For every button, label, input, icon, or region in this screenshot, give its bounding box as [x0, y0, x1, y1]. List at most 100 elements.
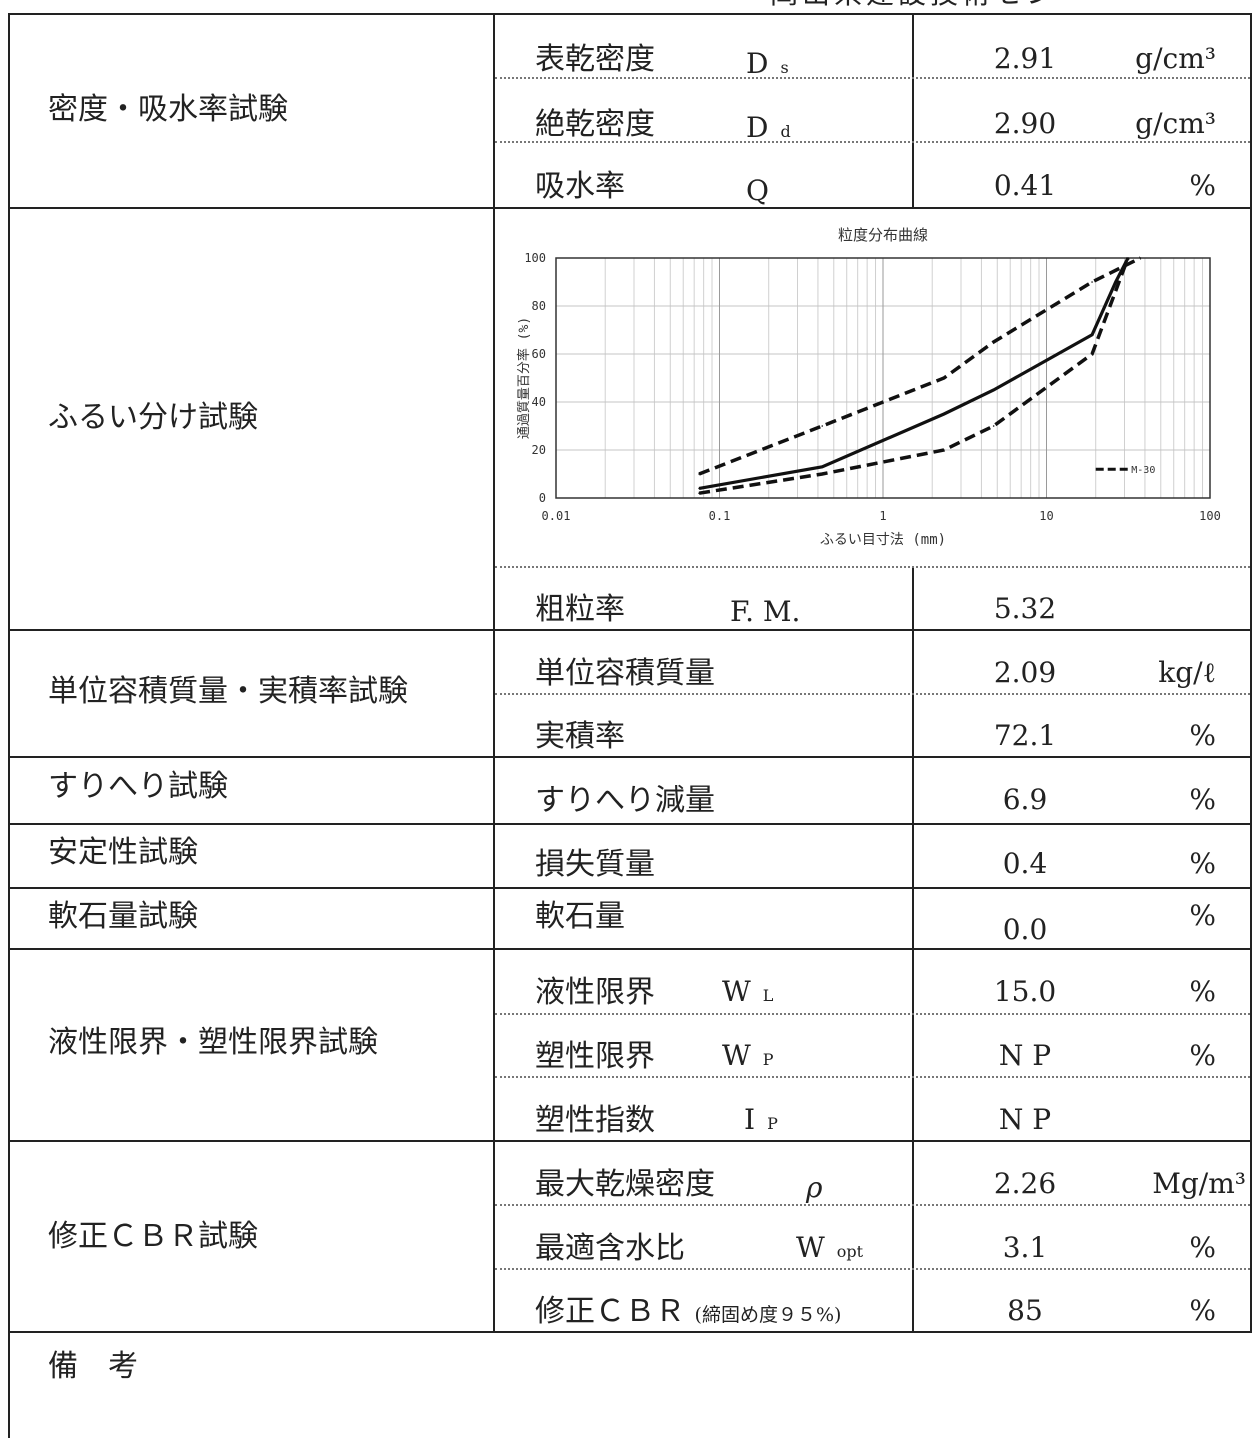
- item-name: 塑性限界: [535, 1039, 655, 1074]
- item-unit: %: [1189, 783, 1216, 816]
- limits-test-label: 液性限界・塑性限界試験: [48, 1025, 378, 1060]
- item-value: 0.0: [1002, 913, 1048, 946]
- series-point: [1091, 281, 1093, 283]
- item-name: 損失質量: [535, 847, 655, 882]
- item-unit: %: [1189, 975, 1216, 1008]
- item-unit: g/cm³: [1135, 42, 1216, 75]
- item-unit: %: [1189, 169, 1216, 202]
- cbr-test-label: 修正ＣＢＲ試験: [48, 1219, 258, 1254]
- item-value: 0.4: [1002, 847, 1048, 880]
- remarks-label: 備 考: [48, 1349, 138, 1384]
- item-name: 表乾密度: [535, 42, 655, 77]
- item-unit: g/cm³: [1135, 107, 1216, 140]
- item-name: 修正ＣＢＲ (締固め度９５%): [535, 1294, 842, 1329]
- series-point: [943, 449, 945, 451]
- y-tick-label: 60: [532, 347, 546, 361]
- series-point: [992, 425, 995, 427]
- item-unit: %: [1189, 719, 1216, 752]
- series-point: [1114, 281, 1117, 283]
- item-value: N P: [998, 1103, 1052, 1136]
- series-line-limit-2: [698, 257, 1130, 495]
- sieve-test-label: ふるい分け試験: [48, 400, 258, 435]
- x-tick-label: 0.01: [542, 509, 571, 523]
- series-point: [821, 473, 824, 475]
- item-unit: %: [1189, 1039, 1216, 1072]
- y-tick-label: 100: [524, 251, 546, 265]
- item-unit: %: [1189, 899, 1216, 932]
- series-point: [1139, 257, 1142, 259]
- series-point: [698, 473, 700, 475]
- item-name: 単位容積質量: [535, 656, 715, 691]
- legend-label: M-30: [1131, 465, 1155, 476]
- item-value: 0.41: [993, 169, 1057, 202]
- y-tick-label: 80: [532, 299, 546, 313]
- item-name: 実積率: [535, 719, 625, 754]
- item-value: N P: [998, 1039, 1052, 1072]
- item-symbol: F. M.: [730, 595, 801, 628]
- abrasion-test-label: すりへり試験: [48, 769, 228, 804]
- item-note: (締固め度９５%): [694, 1304, 842, 1326]
- item-unit: kg/ℓ: [1158, 656, 1216, 689]
- item-value: 3.1: [1002, 1231, 1048, 1264]
- item-name: 最適含水比: [535, 1231, 685, 1266]
- item-unit: %: [1189, 847, 1216, 880]
- series-point: [1091, 353, 1093, 355]
- x-tick-label: 1: [879, 509, 886, 523]
- item-value: 72.1: [993, 719, 1057, 752]
- series-point: [1091, 334, 1093, 336]
- header-text: 岡山県建設技術セン: [770, 0, 1058, 8]
- item-unit: %: [1189, 1294, 1216, 1327]
- item-name: 液性限界: [535, 975, 655, 1010]
- plot-frame: [555, 257, 1211, 499]
- item-value: 2.90: [993, 107, 1057, 140]
- item-name: 粗粒率: [535, 592, 625, 627]
- unit-weight-test-label: 単位容積質量・実積率試験: [48, 674, 408, 709]
- series-point: [943, 377, 945, 379]
- item-symbol: Q: [746, 174, 769, 207]
- item-name: すりへり減量: [535, 783, 715, 818]
- x-tick-label: 0.1: [709, 509, 731, 523]
- series-point: [821, 425, 824, 427]
- item-name: 絶乾密度: [535, 107, 655, 142]
- item-value: 15.0: [993, 975, 1057, 1008]
- y-tick-label: 0: [539, 491, 546, 505]
- series-point: [821, 466, 824, 468]
- soft-stone-test-label: 軟石量試験: [48, 899, 198, 934]
- item-value: 2.91: [993, 42, 1057, 75]
- item-value: 5.32: [993, 592, 1057, 625]
- item-name: 最大乾燥密度: [535, 1167, 715, 1202]
- series-point: [1127, 257, 1129, 259]
- series-point: [698, 487, 700, 490]
- item-value: 6.9: [1002, 783, 1048, 816]
- series-point: [992, 389, 995, 391]
- series-point: [992, 341, 995, 343]
- y-axis-label: 通過質量百分率 (%): [516, 317, 532, 439]
- item-value: 2.26: [993, 1167, 1057, 1200]
- item-name: 吸水率: [535, 169, 625, 204]
- x-axis-label: ふるい目寸法 (mm): [820, 532, 946, 548]
- x-tick-label: 100: [1199, 509, 1221, 523]
- item-value: 85: [1007, 1294, 1043, 1327]
- series-point: [943, 413, 945, 415]
- item-name: 塑性指数: [535, 1103, 655, 1138]
- item-value: 2.09: [993, 656, 1057, 689]
- chart-title: 粒度分布曲線: [838, 226, 928, 244]
- item-symbol: ρ: [806, 1171, 823, 1204]
- item-unit: Mg/m³: [1152, 1167, 1246, 1200]
- x-tick-label: 10: [1039, 509, 1053, 523]
- y-tick-label: 40: [532, 395, 546, 409]
- series-line-limit-1: [698, 256, 1142, 476]
- item-unit: %: [1189, 1231, 1216, 1264]
- stability-test-label: 安定性試験: [48, 835, 198, 870]
- series-point: [698, 492, 700, 495]
- item-name: 軟石量: [535, 899, 625, 934]
- density-test-label: 密度・吸水率試験: [48, 92, 288, 127]
- y-tick-label: 20: [532, 443, 546, 457]
